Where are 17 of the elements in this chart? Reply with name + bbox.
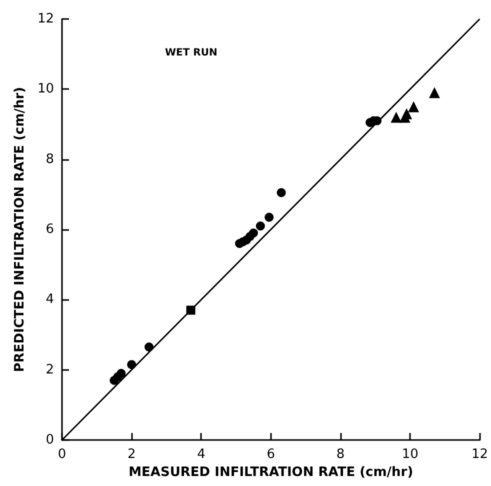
y-tick-label: 4 [46, 292, 54, 308]
y-tick-label: 0 [46, 432, 54, 448]
y-tick-label: 10 [37, 82, 54, 97]
x-tick-label: 0 [58, 447, 66, 462]
x-tick-label: 6 [266, 447, 276, 462]
y-axis-title: PREDICTED INFILTRATION RATE (cm/hr) [12, 86, 28, 372]
x-tick-label: 2 [127, 447, 136, 462]
y-tick-label: 12 [37, 12, 54, 26]
x-tick-label: 12 [471, 447, 488, 462]
x-tick-label: 4 [197, 447, 206, 462]
y-tick-label: 2 [46, 362, 54, 378]
x-tick-label: 10 [402, 447, 418, 462]
x-axis-title: MEASURED INFILTRATION RATE (cm/hr) [128, 464, 414, 480]
x-tick-label: 8 [336, 447, 345, 462]
y-tick-label: 6 [46, 222, 54, 237]
y-tick-label: 8 [46, 152, 54, 167]
annotation: WET RUN [165, 48, 218, 58]
